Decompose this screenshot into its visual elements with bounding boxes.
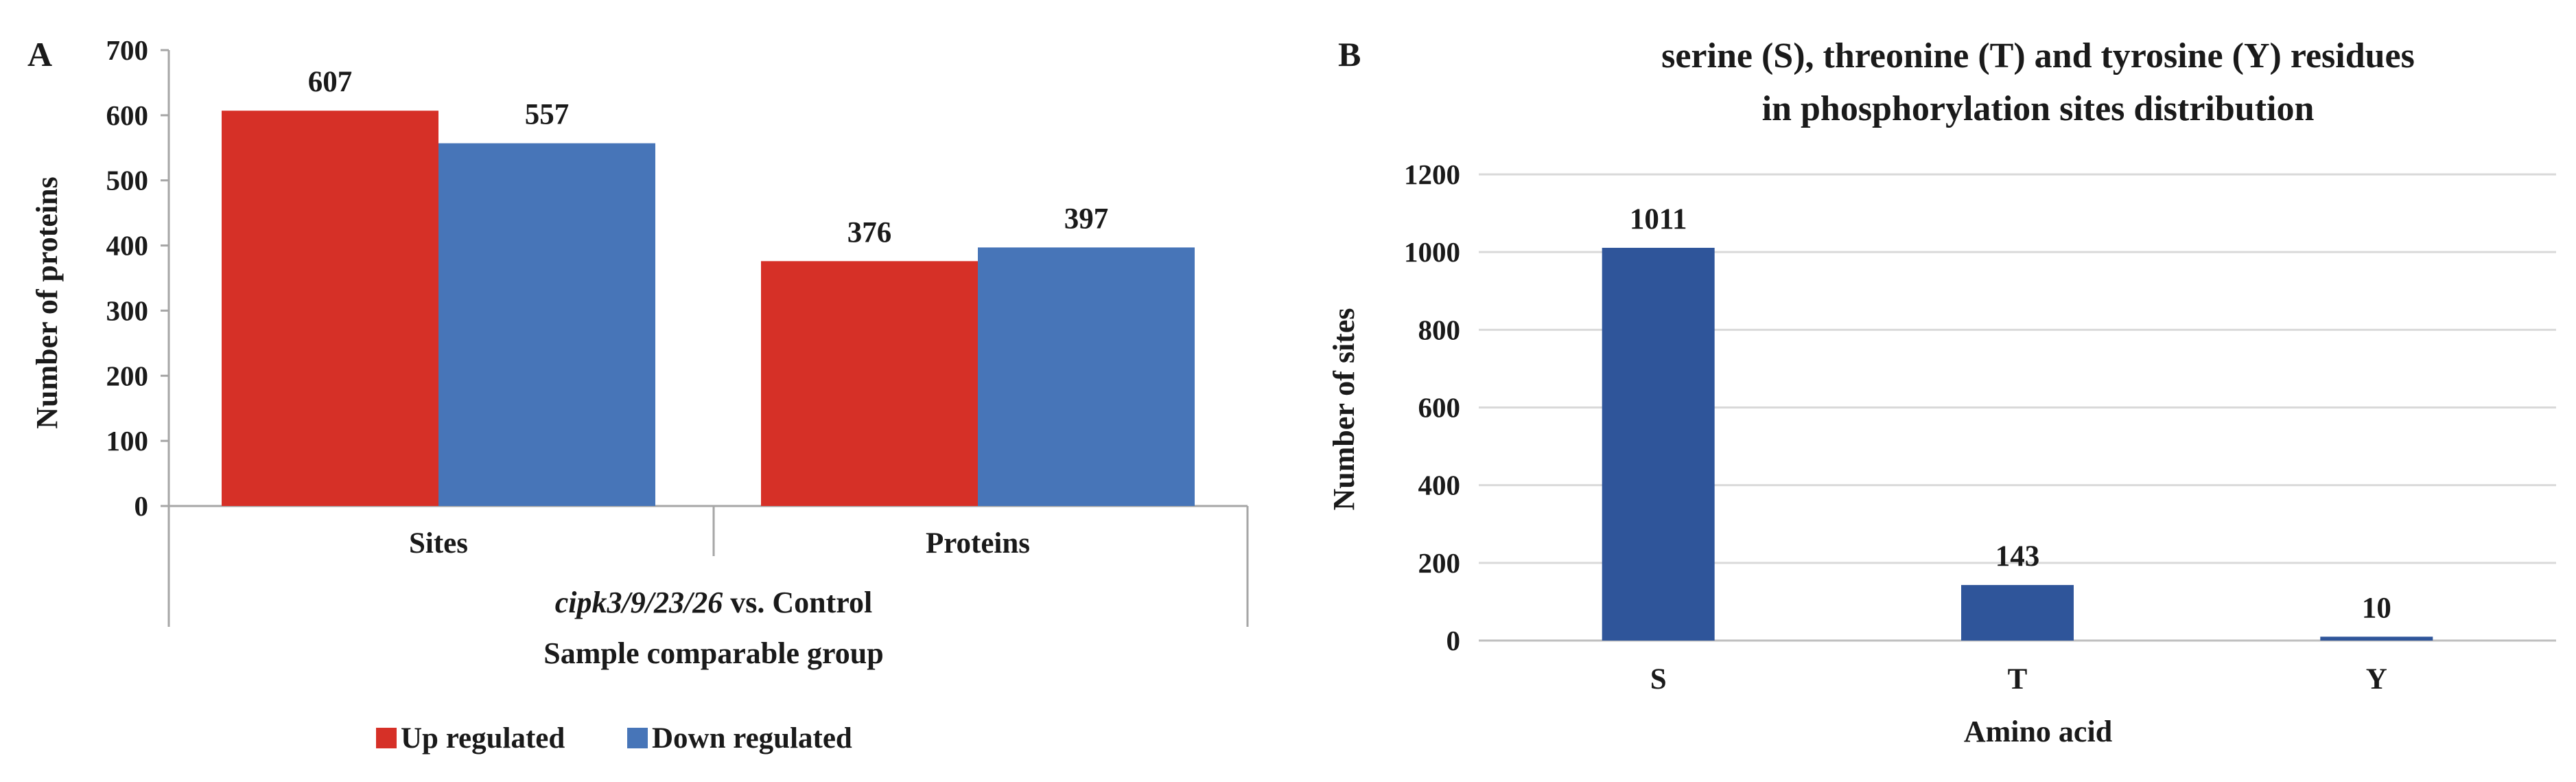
panel-b-y-tick-label: 800 <box>1418 314 1461 345</box>
panel-a: A 0 100 200 300 400 500 600 700 Sites Proteins 60… <box>27 34 1249 755</box>
panel-a-category-label: Proteins <box>926 527 1030 560</box>
panel-a-data-label: 607 <box>308 66 353 98</box>
panel-a-y-tick-label: 200 <box>106 360 149 391</box>
panel-a-legend: Up regulated Down regulated <box>376 722 852 755</box>
panel-a-group-label-rest: vs. Control <box>723 586 872 619</box>
panel-a-y-tick-label: 500 <box>106 165 149 196</box>
panel-a-y-tick-label: 600 <box>106 100 149 131</box>
legend-swatch-up <box>376 728 397 748</box>
panel-a-group-label: cipk3/9/23/26 vs. Control <box>555 586 872 619</box>
panel-b-label: B <box>1338 35 1361 73</box>
legend-swatch-down <box>627 728 648 748</box>
panel-a-ylabel: Number of proteins <box>30 176 64 429</box>
panel-a-bar <box>438 143 655 506</box>
panel-a-bars <box>222 111 1195 506</box>
panel-a-data-label: 376 <box>847 216 892 249</box>
panel-b-title-line1: serine (S), threonine (T) and tyrosine (… <box>1661 36 2415 76</box>
panel-b-bar <box>2320 636 2433 641</box>
legend-label-up: Up regulated <box>401 722 565 755</box>
panel-b-y-tick-label: 1200 <box>1404 159 1460 190</box>
panel-b-category-label: T <box>2008 663 2028 695</box>
panel-a-group-label-italic: cipk3/9/23/26 <box>555 586 723 619</box>
panel-a-label: A <box>27 35 52 73</box>
panel-a-data-labels: 607 557 376 397 <box>308 66 1109 249</box>
panel-a-axes: 0 100 200 300 400 500 600 700 Sites Proteins <box>106 34 1249 627</box>
panel-b-data-labels: 1011 143 10 <box>1630 203 2391 624</box>
panel-a-data-label: 557 <box>525 99 570 131</box>
panel-b-y-tick-label: 1000 <box>1404 236 1460 268</box>
panel-b-data-label: 1011 <box>1630 203 1687 235</box>
panel-b: B serine (S), threonine (T) and tyrosine… <box>1327 35 2556 748</box>
panel-b-category-label: Y <box>2366 663 2387 695</box>
panel-a-y-tick-label: 0 <box>134 490 149 522</box>
panel-b-xlabel: Amino acid <box>1964 715 2112 748</box>
panel-b-y-tick-label: 600 <box>1418 392 1461 424</box>
panel-a-bar <box>761 261 978 506</box>
panel-a-y-tick-label: 700 <box>106 34 149 66</box>
panel-b-title-line2: in phosphorylation sites distribution <box>1762 89 2315 128</box>
panel-a-bar <box>978 247 1195 506</box>
panel-a-category-label: Sites <box>409 527 468 560</box>
panel-a-data-label: 397 <box>1064 203 1109 235</box>
panel-a-xlabel: Sample comparable group <box>543 636 883 670</box>
panel-b-y-tick-label: 200 <box>1418 547 1461 579</box>
panel-b-y-tick-label: 400 <box>1418 470 1461 501</box>
panel-a-y-tick-label: 100 <box>106 425 149 457</box>
panel-b-bar <box>1961 585 2074 641</box>
panel-a-y-tick-label: 400 <box>106 230 149 262</box>
panel-a-y-tick-label: 300 <box>106 295 149 326</box>
legend-label-down: Down regulated <box>652 722 852 755</box>
panel-b-category-label: S <box>1650 663 1667 695</box>
panel-b-ylabel: Number of sites <box>1327 308 1361 511</box>
panel-b-y-tick-label: 0 <box>1447 625 1461 656</box>
panel-b-bars <box>1602 247 2433 641</box>
panel-b-data-label: 143 <box>1995 540 2040 573</box>
panel-a-bar <box>222 111 438 506</box>
panel-b-data-label: 10 <box>2362 592 2391 624</box>
panel-b-bar <box>1602 247 1715 641</box>
